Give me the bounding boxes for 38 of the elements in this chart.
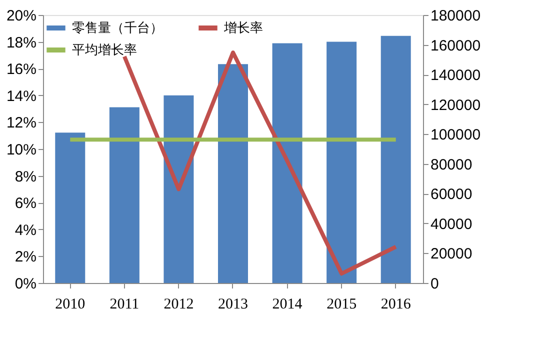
y-tick-label: 0% — [14, 276, 36, 292]
y-tick-label: 8% — [14, 168, 36, 186]
bar — [164, 95, 194, 283]
y2-tick-label: 120000 — [430, 96, 481, 114]
y-tick-label: 6% — [14, 195, 36, 212]
y2-tick-label: 0 — [430, 276, 439, 292]
bar — [272, 43, 302, 283]
x-tick-label: 2010 — [55, 296, 86, 312]
y-tick-label: 14% — [6, 88, 36, 105]
y2-tick-label: 80000 — [430, 156, 472, 174]
y-tick-label: 4% — [14, 222, 36, 239]
legend-label: 平均增长率 — [72, 42, 137, 57]
y-tick-label: 2% — [14, 248, 36, 266]
y2-tick-label: 180000 — [430, 8, 481, 24]
y-tick-label: 16% — [6, 61, 36, 78]
x-tick-label: 2013 — [218, 296, 248, 312]
x-tick-label: 2015 — [326, 296, 357, 312]
y-tick-label: 20% — [6, 8, 36, 24]
y2-tick-label: 20000 — [430, 246, 472, 263]
bar — [380, 36, 411, 283]
legend-label: 零售量（千台） — [72, 20, 163, 35]
y-tick-label: 12% — [6, 114, 36, 132]
bar — [218, 64, 248, 283]
bar — [326, 42, 357, 283]
y-tick-label: 10% — [6, 142, 36, 158]
bar — [55, 132, 86, 283]
y2-tick-label: 100000 — [430, 126, 481, 144]
y-tick-label: 18% — [6, 34, 36, 52]
legend-label: 增长率 — [223, 20, 263, 35]
y2-tick-label: 40000 — [430, 216, 472, 233]
x-tick-label: 2012 — [164, 296, 194, 312]
x-tick-label: 2011 — [110, 296, 140, 312]
x-tick-label: 2014 — [272, 296, 303, 312]
x-tick-label: 2016 — [380, 296, 412, 312]
bar — [109, 107, 140, 283]
y2-tick-label: 140000 — [430, 67, 481, 84]
y2-tick-label: 60000 — [430, 186, 472, 204]
y2-tick-label: 160000 — [430, 37, 481, 54]
